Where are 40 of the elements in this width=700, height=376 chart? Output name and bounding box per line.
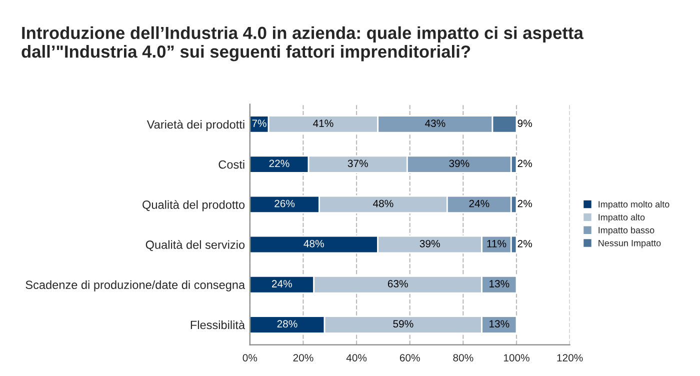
- data-label: 39%: [420, 240, 440, 248]
- data-label: 13%: [490, 280, 510, 288]
- legend-label: Impatto alto: [598, 214, 645, 222]
- x-tick-label: 0%: [242, 354, 258, 362]
- data-label: 48%: [304, 240, 324, 248]
- data-label: 7%: [252, 120, 266, 127]
- data-label: 24%: [272, 280, 292, 288]
- data-label: 13%: [490, 320, 510, 328]
- y-tick-label: Scadenze di produzione/date di consegna: [26, 280, 246, 292]
- data-label: 24%: [469, 200, 490, 208]
- data-label: 9%: [518, 120, 532, 127]
- y-tick-label: Varietà dei prodotti: [146, 120, 244, 131]
- data-label: 43%: [424, 120, 446, 127]
- y-tick-label: Qualità del servizio: [146, 240, 245, 252]
- x-tick-label: 100%: [504, 354, 530, 362]
- y-tick-label: Flessibilità: [190, 320, 246, 330]
- legend-label: Nessun Impatto: [598, 240, 661, 248]
- chart-title: Introduzione dell’Industria 4.0 in azienda: quale impatto ci si aspetta dall’"Industria 4.0” sui seguenti fattori imprenditoriali?: [22, 26, 584, 62]
- data-label: 2%: [518, 160, 532, 168]
- data-label: 41%: [313, 120, 334, 127]
- y-tick-label: Costi: [218, 160, 244, 169]
- data-label: 48%: [373, 200, 394, 208]
- data-label: 26%: [274, 200, 295, 208]
- data-label: 37%: [348, 160, 368, 168]
- data-label: 22%: [269, 160, 290, 168]
- x-tick-label: 80%: [453, 354, 474, 362]
- data-label: 28%: [277, 320, 298, 328]
- data-label: 59%: [393, 320, 414, 328]
- x-tick-label: 60%: [400, 354, 420, 362]
- y-tick-label: Qualità del prodotto: [142, 200, 245, 212]
- data-label: 39%: [449, 160, 470, 168]
- legend-label: Impatto molto alto: [598, 200, 670, 210]
- data-label: 2%: [518, 240, 532, 248]
- x-tick-label: 40%: [346, 354, 367, 362]
- data-label: 2%: [518, 200, 532, 208]
- data-label: 11%: [487, 240, 506, 248]
- x-tick-label: 120%: [557, 354, 583, 362]
- data-label: 63%: [388, 280, 408, 288]
- x-tick-label: 20%: [293, 354, 314, 362]
- legend-label: Impatto basso: [598, 226, 654, 236]
